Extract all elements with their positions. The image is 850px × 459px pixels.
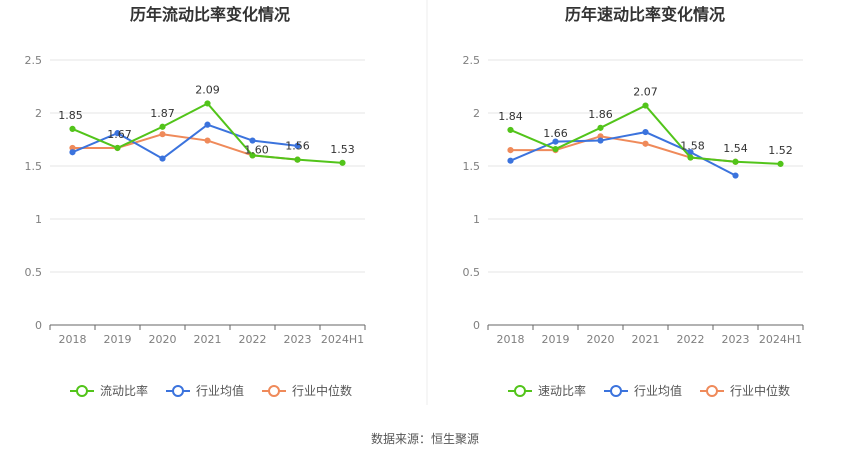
- data-point-industry_avg: [294, 142, 301, 149]
- data-point-industry_avg: [204, 121, 211, 128]
- data-label: 1.67: [107, 128, 132, 141]
- legend-item-industry_median: 行业中位数: [262, 383, 352, 398]
- data-point-industry_avg: [249, 137, 256, 144]
- data-point-primary: [777, 160, 784, 167]
- data-label: 1.56: [285, 140, 310, 153]
- x-tick-label: 2023: [722, 333, 750, 346]
- data-label: 1.85: [58, 109, 83, 122]
- x-tick-label: 2020: [587, 333, 615, 346]
- x-tick-label: 2018: [497, 333, 525, 346]
- legend-label: 速动比率: [538, 383, 586, 398]
- data-point-primary: [642, 102, 649, 109]
- data-point-industry_avg: [642, 128, 649, 136]
- data-label: 1.58: [680, 140, 705, 153]
- data-point-primary: [159, 123, 166, 130]
- data-point-industry_median: [204, 137, 211, 144]
- y-tick-label: 1: [473, 213, 480, 226]
- legend-label: 行业中位数: [730, 383, 790, 398]
- data-label: 1.60: [244, 143, 269, 156]
- y-tick-label: 1.5: [463, 160, 481, 173]
- data-point-primary: [732, 158, 739, 165]
- data-label: 1.53: [330, 143, 355, 156]
- chart-title: 历年流动比率变化情况: [130, 5, 290, 24]
- data-label: 2.07: [633, 86, 658, 99]
- y-tick-label: 2.5: [25, 54, 43, 67]
- y-tick-label: 0.5: [463, 266, 481, 279]
- data-point-primary: [339, 159, 346, 166]
- series-line-industry_avg: [72, 123, 298, 160]
- legend-item-primary: 流动比率: [70, 383, 148, 398]
- data-point-industry_avg: [114, 130, 121, 137]
- data-point-primary: [204, 100, 211, 107]
- x-tick-label: 2024H1: [759, 333, 802, 346]
- legend-marker-icon: [172, 385, 184, 397]
- data-label: 1.52: [768, 144, 793, 157]
- data-point-primary: [597, 124, 604, 131]
- legend-marker-icon: [76, 385, 88, 397]
- x-tick-label: 2022: [239, 333, 267, 346]
- y-tick-label: 0: [35, 319, 42, 332]
- data-point-primary: [294, 156, 301, 163]
- legend-marker-icon: [268, 385, 280, 397]
- y-tick-label: 2.5: [463, 54, 481, 67]
- legend-item-industry_avg: 行业均值: [604, 383, 682, 398]
- legend-item-industry_avg: 行业均值: [166, 383, 244, 398]
- data-label: 1.86: [588, 108, 613, 121]
- data-point-primary: [687, 154, 694, 161]
- x-tick-label: 2019: [104, 333, 132, 346]
- legend-item-primary: 速动比率: [508, 383, 586, 398]
- legend-item-industry_median: 行业中位数: [700, 383, 790, 398]
- chart-title: 历年速动比率变化情况: [565, 5, 725, 24]
- x-tick-label: 2020: [149, 333, 177, 346]
- data-point-industry_avg: [159, 155, 166, 162]
- x-tick-label: 2019: [542, 333, 570, 346]
- chart-panel-1: 历年流动比率变化情况 0 0.5 1 1.5 2 2.5 2018 2019 2020 2021 20…: [25, 5, 366, 398]
- y-tick-label: 0.5: [25, 266, 43, 279]
- data-point-industry_median: [159, 131, 166, 138]
- legend-label: 行业中位数: [292, 383, 352, 398]
- x-tick-label: 2021: [194, 333, 222, 346]
- data-point-primary: [249, 152, 256, 159]
- data-point-industry_avg: [507, 157, 514, 164]
- data-point-primary: [69, 125, 76, 132]
- x-tick-label: 2024H1: [321, 333, 364, 346]
- data-point-primary: [507, 126, 514, 134]
- data-label: 1.66: [543, 127, 568, 140]
- y-tick-label: 2: [473, 107, 480, 120]
- x-tick-label: 2021: [632, 333, 660, 346]
- data-point-industry_median: [642, 140, 649, 147]
- data-label: 1.87: [150, 107, 175, 120]
- legend-label: 行业均值: [196, 383, 244, 398]
- y-tick-label: 1.5: [25, 160, 43, 173]
- legend-label: 流动比率: [100, 383, 148, 398]
- legend-label: 行业均值: [634, 383, 682, 398]
- y-tick-label: 2: [35, 107, 42, 120]
- y-tick-label: 1: [35, 213, 42, 226]
- x-tick-label: 2023: [284, 333, 312, 346]
- y-tick-label: 0: [473, 319, 480, 332]
- data-point-primary: [114, 144, 121, 152]
- data-point-industry_median: [507, 147, 514, 154]
- data-label: 1.84: [498, 110, 523, 123]
- data-label: 2.09: [195, 83, 220, 96]
- data-source-note: 数据来源：恒生聚源: [370, 432, 479, 446]
- x-tick-label: 2022: [677, 333, 705, 346]
- legend-marker-icon: [610, 385, 622, 397]
- data-point-industry_avg: [552, 138, 559, 145]
- legend-marker-icon: [514, 385, 526, 397]
- x-tick-label: 2018: [59, 333, 87, 346]
- data-point-industry_avg: [732, 172, 739, 179]
- data-point-industry_avg: [597, 137, 604, 144]
- legend-marker-icon: [706, 385, 718, 397]
- data-label: 1.54: [723, 142, 748, 155]
- data-point-industry_avg: [69, 149, 76, 156]
- data-point-primary: [552, 145, 559, 153]
